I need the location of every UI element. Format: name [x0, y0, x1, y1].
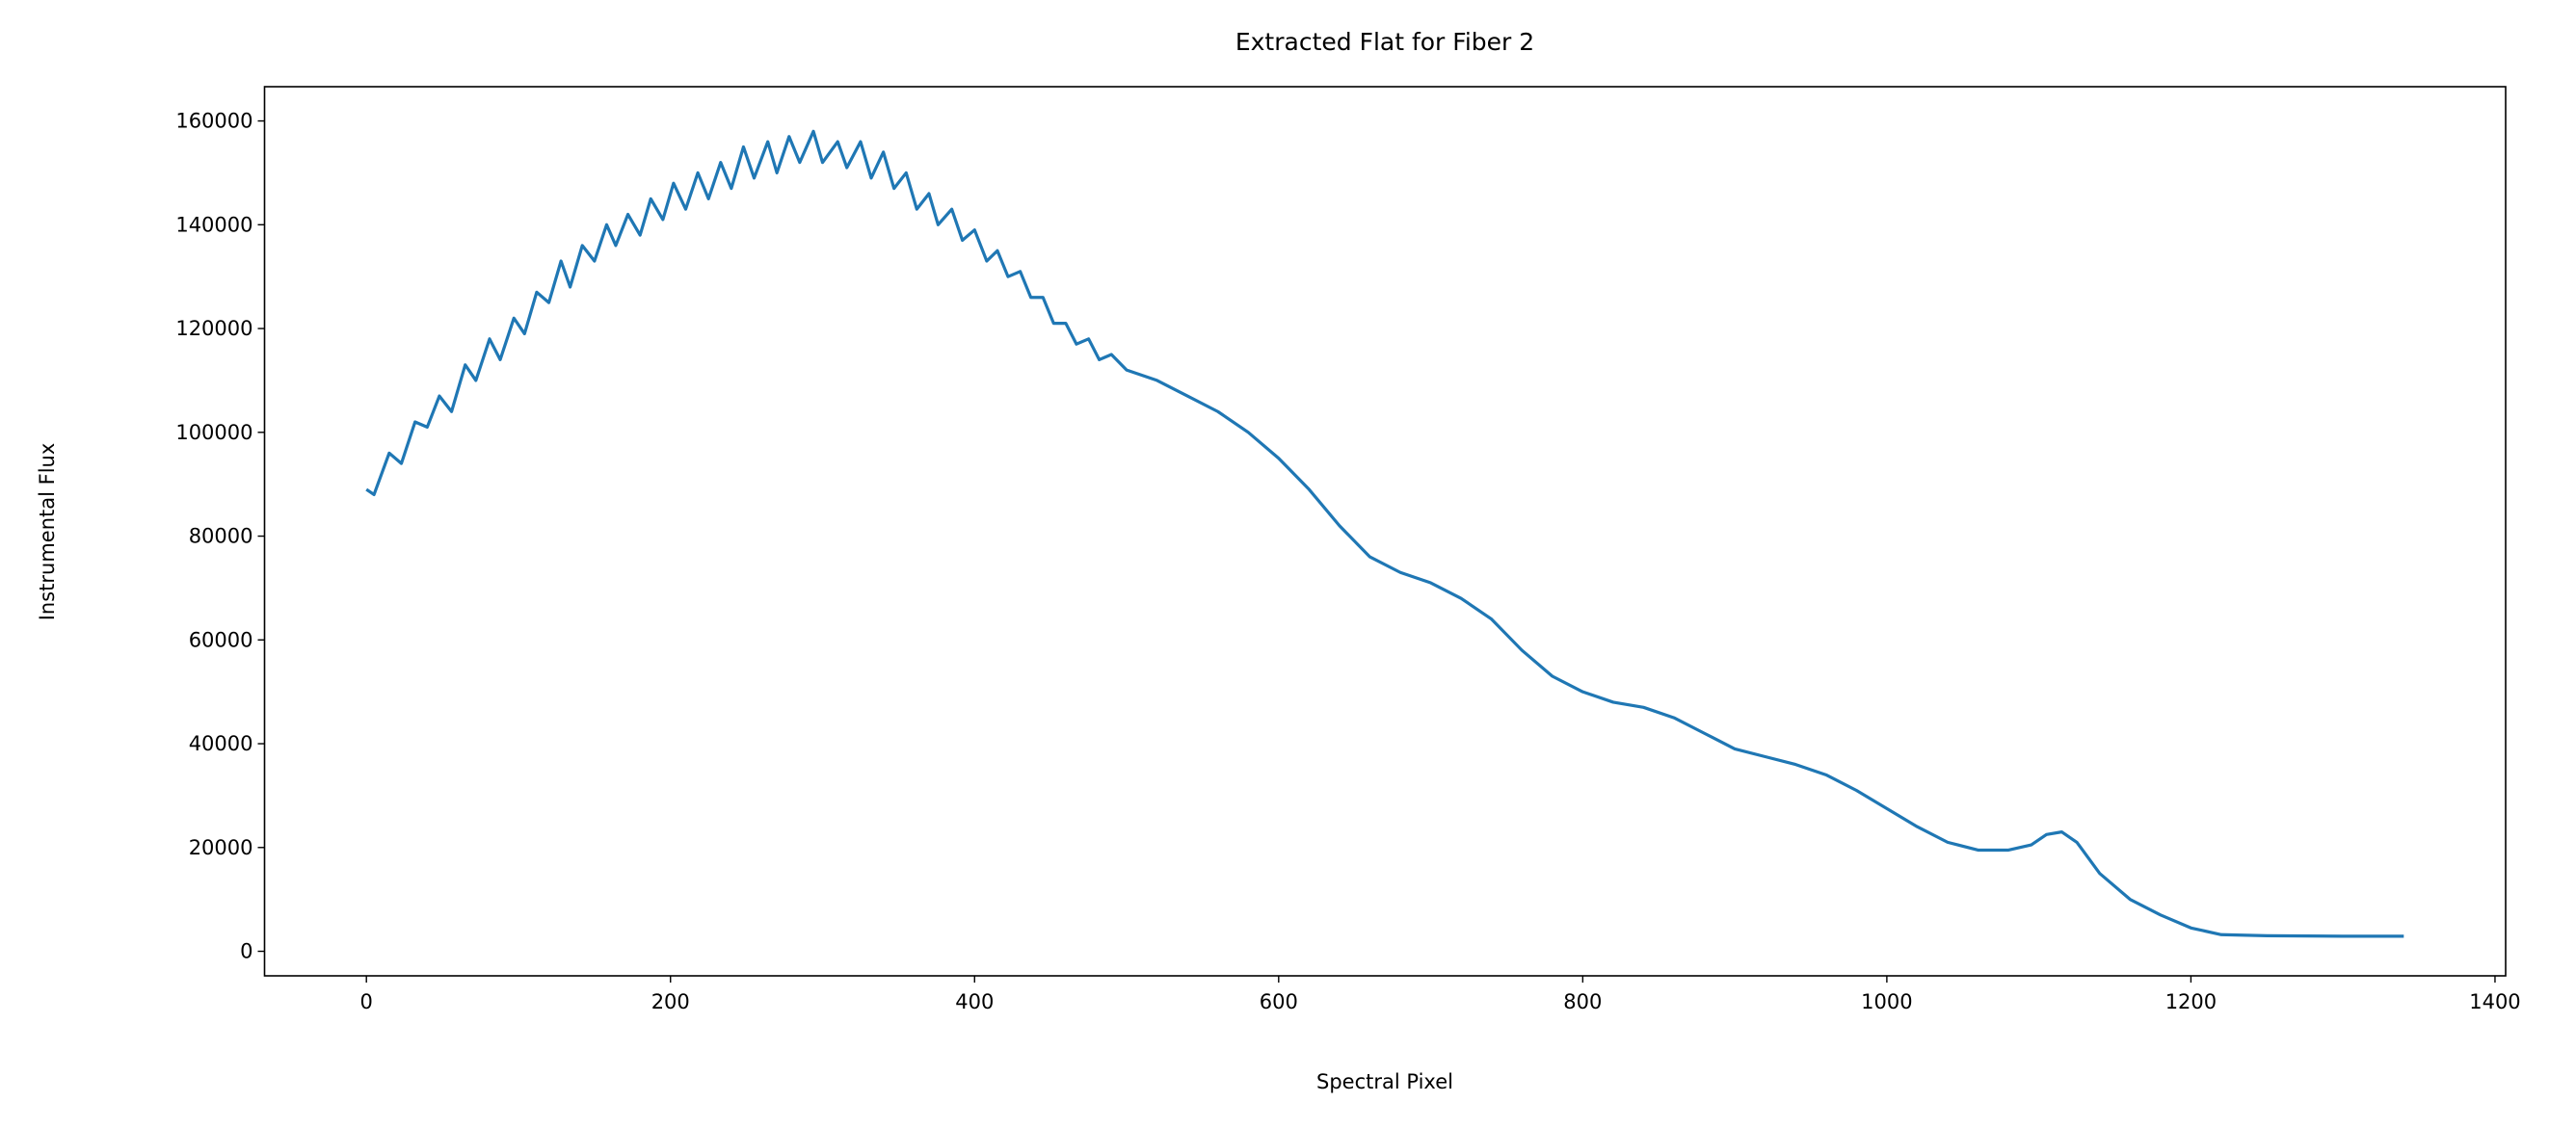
x-tick-label: 600 — [1260, 990, 1298, 1013]
x-tick-label: 400 — [955, 990, 994, 1013]
x-tick-label: 1200 — [2165, 990, 2217, 1013]
y-tick-label: 140000 — [175, 213, 252, 236]
y-tick-label: 60000 — [189, 628, 253, 651]
plot-frame — [263, 86, 2507, 977]
data-line — [365, 129, 2404, 938]
x-tick-label: 1400 — [2469, 990, 2520, 1013]
x-tick-label: 1000 — [1861, 990, 1912, 1013]
y-tick-label: 20000 — [189, 836, 253, 859]
y-axis-label: Instrumental Flux — [36, 443, 59, 621]
chart-title: Extracted Flat for Fiber 2 — [1235, 28, 1534, 56]
y-tick-label: 100000 — [175, 421, 252, 444]
y-tick-label: 80000 — [189, 525, 253, 548]
x-tick-label: 800 — [1563, 990, 1602, 1013]
x-axis-label: Spectral Pixel — [1316, 1070, 1453, 1093]
y-tick-label: 160000 — [175, 110, 252, 133]
x-tick-label: 200 — [651, 990, 690, 1013]
y-tick-label: 0 — [240, 940, 252, 963]
y-tick-label: 120000 — [175, 317, 252, 340]
x-tick-label: 0 — [360, 990, 373, 1013]
y-tick-label: 40000 — [189, 732, 253, 755]
